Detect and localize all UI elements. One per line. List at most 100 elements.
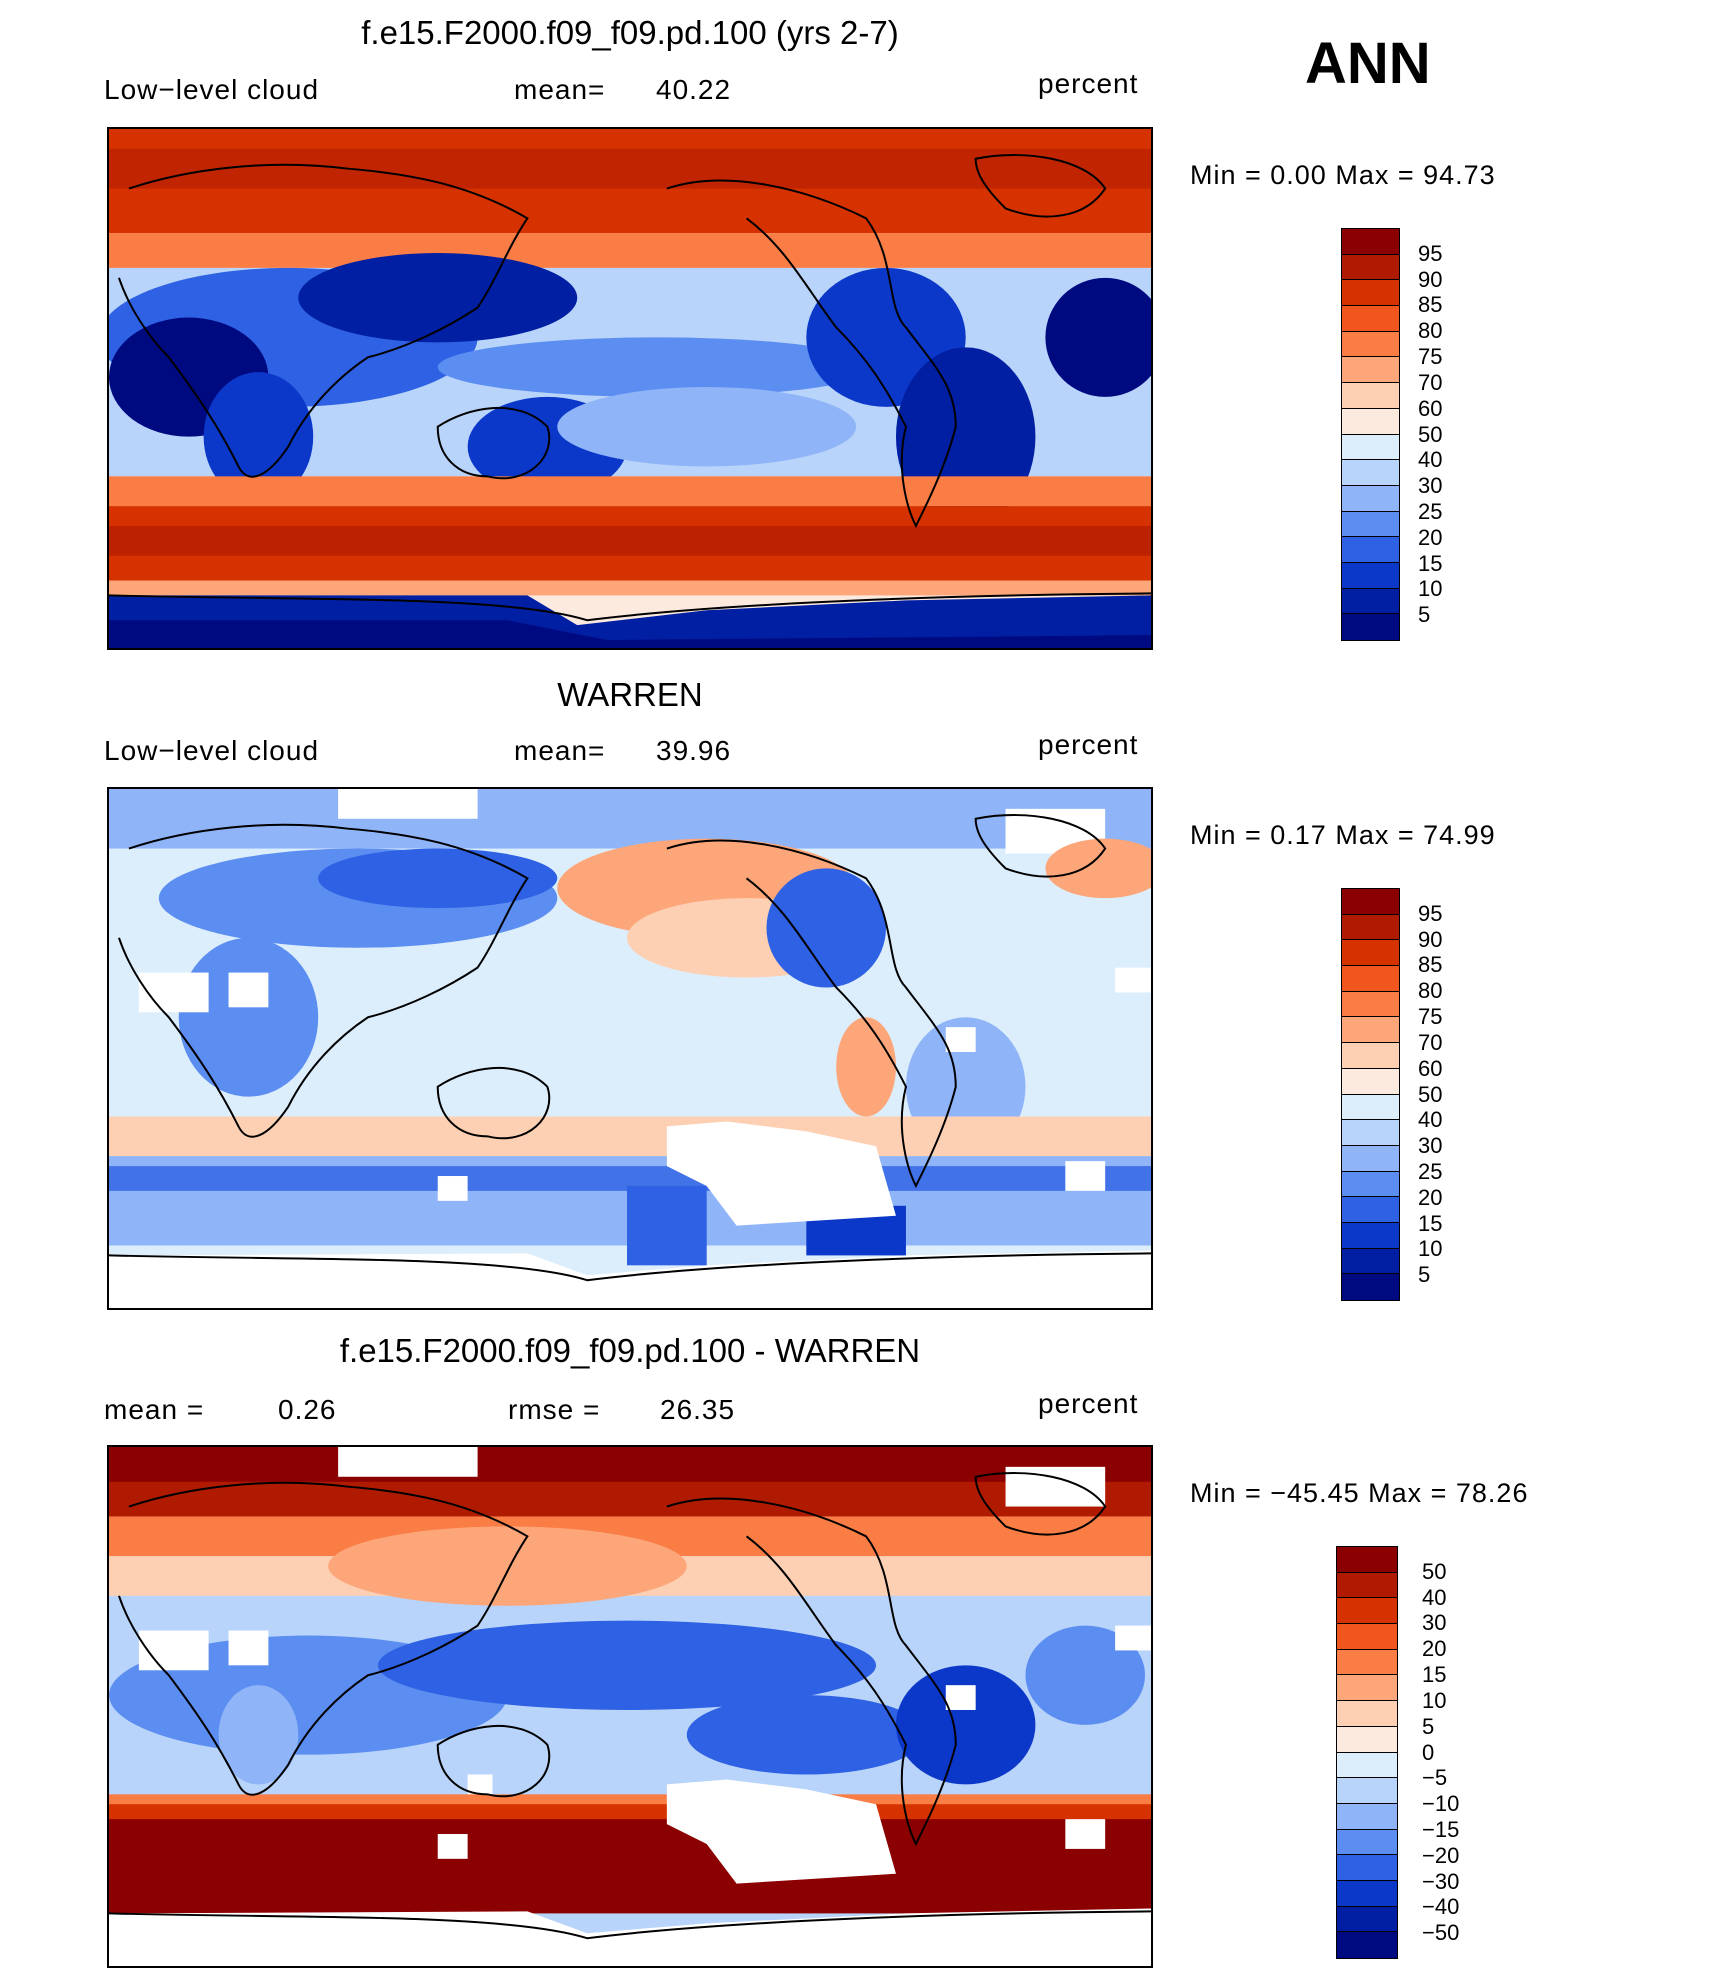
colorbar-tick-label: 20 [1418, 524, 1443, 550]
panel-2-min-max: Min = 0.17 Max = 74.99 [1190, 820, 1496, 850]
colorbar-swatch [1337, 1649, 1397, 1676]
colorbar-tick-label: 85 [1418, 292, 1443, 318]
panel-3-mean-label: mean = [104, 1394, 205, 1425]
panel-3-mean-value: 0.26 [278, 1394, 337, 1425]
panel-2-mean-label: mean= [514, 735, 606, 766]
panel-3-map [107, 1445, 1153, 1968]
panel-1-mean-value: 40.22 [656, 74, 732, 105]
colorbar-swatch [1342, 1171, 1399, 1198]
colorbar-tick-label: 30 [1418, 1133, 1443, 1159]
colorbar-tick-label: 50 [1418, 421, 1443, 447]
colorbar-swatch [1342, 889, 1399, 915]
panel-1-min-max: Min = 0.00 Max = 94.73 [1190, 160, 1496, 190]
colorbar-tick-label: 15 [1418, 550, 1443, 576]
colorbar-swatch [1342, 562, 1399, 589]
colorbar-swatch [1342, 991, 1399, 1018]
colorbar-swatch [1342, 434, 1399, 461]
colorbar-swatch [1342, 460, 1399, 486]
panel-2-map [107, 787, 1153, 1310]
colorbar-tick-label: 5 [1422, 1713, 1435, 1739]
colorbar-tick-label: 75 [1418, 344, 1443, 370]
panel-1-mean-label: mean= [514, 74, 606, 105]
colorbar-tick-label: 70 [1418, 1029, 1443, 1055]
colorbar-swatch [1337, 1752, 1397, 1779]
panel-3-rmse-label: rmse = [508, 1394, 601, 1425]
panel-2-colorbar [1341, 888, 1400, 1301]
panel-1-units: percent [1038, 68, 1139, 99]
colorbar-swatch [1342, 511, 1399, 538]
colorbar-tick-label: 20 [1422, 1636, 1447, 1662]
colorbar-swatch [1342, 1222, 1399, 1249]
panel-3-title: f.e15.F2000.f09_f09.pd.100 - WARREN [339, 1332, 921, 1369]
colorbar-tick-label: 40 [1422, 1584, 1447, 1610]
colorbar-tick-label: −5 [1422, 1765, 1448, 1791]
colorbar-tick-label: 10 [1418, 1236, 1443, 1262]
colorbar-swatch [1337, 1932, 1397, 1958]
colorbar-tick-label: 75 [1418, 1004, 1443, 1030]
colorbar-tick-label: −10 [1422, 1791, 1460, 1817]
colorbar-swatch [1342, 966, 1399, 992]
panel-1-title: f.e15.F2000.f09_f09.pd.100 (yrs 2-7) [361, 14, 899, 51]
colorbar-swatch [1337, 1675, 1397, 1702]
panel-3-min-max: Min = −45.45 Max = 78.26 [1190, 1478, 1529, 1508]
colorbar-tick-label: 50 [1422, 1558, 1447, 1584]
panel-3-rmse-value: 26.35 [660, 1394, 736, 1425]
colorbar-tick-label: 95 [1418, 240, 1443, 266]
colorbar-tick-label: 40 [1418, 1107, 1443, 1133]
colorbar-tick-label: 5 [1418, 602, 1431, 628]
colorbar-swatch [1337, 1880, 1397, 1907]
colorbar-tick-label: 40 [1418, 447, 1443, 473]
colorbar-tick-label: −50 [1422, 1920, 1460, 1946]
colorbar-swatch [1342, 1068, 1399, 1095]
colorbar-tick-label: 95 [1418, 900, 1443, 926]
colorbar-tick-label: −20 [1422, 1842, 1460, 1868]
colorbar-swatch [1342, 408, 1399, 435]
colorbar-tick-label: −15 [1422, 1816, 1460, 1842]
panel-1-colorbar [1341, 228, 1400, 641]
colorbar-tick-label: 80 [1418, 978, 1443, 1004]
panel-3-colorbar [1336, 1546, 1398, 1959]
colorbar-tick-label: 20 [1418, 1184, 1443, 1210]
colorbar-swatch [1337, 1572, 1397, 1599]
colorbar-tick-label: 30 [1422, 1610, 1447, 1636]
colorbar-swatch [1342, 1017, 1399, 1044]
colorbar-swatch [1337, 1598, 1397, 1625]
colorbar-swatch [1337, 1726, 1397, 1753]
colorbar-tick-label: 25 [1418, 498, 1443, 524]
colorbar-swatch [1342, 940, 1399, 967]
colorbar-tick-label: −30 [1422, 1868, 1460, 1894]
colorbar-tick-label: 60 [1418, 395, 1443, 421]
colorbar-tick-label: −40 [1422, 1894, 1460, 1920]
colorbar-tick-label: 85 [1418, 952, 1443, 978]
colorbar-swatch [1337, 1855, 1397, 1881]
panel-2-variable-label: Low−level cloud [104, 735, 320, 766]
colorbar-swatch [1342, 537, 1399, 563]
panel-1-variable-label: Low−level cloud [104, 74, 320, 105]
panel-1-map [107, 127, 1153, 650]
colorbar-swatch [1342, 1094, 1399, 1121]
colorbar-swatch [1337, 1701, 1397, 1727]
colorbar-swatch [1342, 614, 1399, 640]
colorbar-swatch [1342, 306, 1399, 332]
colorbar-swatch [1342, 254, 1399, 281]
colorbar-swatch [1342, 1248, 1399, 1275]
colorbar-tick-label: 80 [1418, 318, 1443, 344]
panel-2-title: WARREN [557, 676, 703, 713]
colorbar-swatch [1342, 914, 1399, 941]
colorbar-tick-label: 30 [1418, 473, 1443, 499]
colorbar-swatch [1342, 1197, 1399, 1223]
colorbar-swatch [1337, 1624, 1397, 1650]
colorbar-swatch [1342, 1120, 1399, 1146]
colorbar-tick-label: 25 [1418, 1158, 1443, 1184]
panel-2-units: percent [1038, 729, 1139, 760]
colorbar-swatch [1342, 357, 1399, 384]
colorbar-swatch [1337, 1803, 1397, 1830]
panel-3-units: percent [1038, 1388, 1139, 1419]
colorbar-tick-label: 10 [1422, 1687, 1447, 1713]
colorbar-swatch [1342, 1043, 1399, 1069]
colorbar-tick-label: 15 [1422, 1662, 1447, 1688]
colorbar-swatch [1337, 1906, 1397, 1933]
season-label: ANN [1305, 31, 1431, 96]
colorbar-tick-label: 50 [1418, 1081, 1443, 1107]
colorbar-swatch [1342, 331, 1399, 358]
